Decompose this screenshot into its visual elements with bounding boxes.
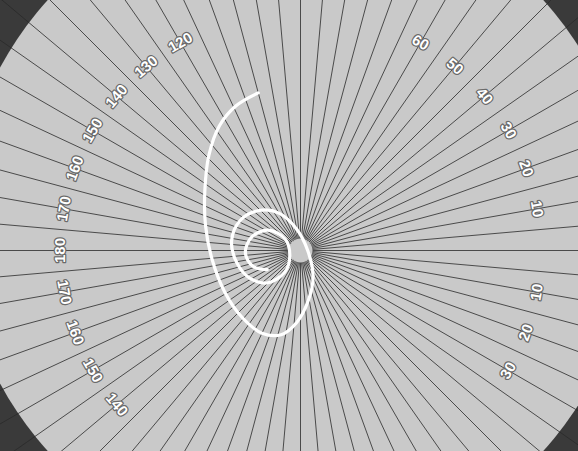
svg-text:140: 140 [102, 81, 131, 111]
svg-text:180: 180 [51, 238, 68, 263]
svg-text:20: 20 [515, 322, 537, 343]
svg-text:140: 140 [103, 389, 132, 419]
svg-text:130: 130 [131, 52, 161, 81]
svg-text:160: 160 [63, 318, 88, 347]
svg-text:20: 20 [516, 157, 538, 178]
svg-text:160: 160 [62, 154, 87, 183]
svg-text:50: 50 [443, 54, 467, 78]
svg-text:150: 150 [78, 115, 105, 145]
svg-text:170: 170 [54, 278, 75, 306]
svg-text:40: 40 [473, 84, 497, 108]
svg-text:10: 10 [528, 199, 548, 218]
svg-text:150: 150 [80, 355, 107, 385]
svg-text:60: 60 [409, 31, 432, 54]
svg-text:30: 30 [497, 119, 520, 142]
svg-text:30: 30 [496, 359, 519, 382]
svg-text:170: 170 [53, 195, 74, 223]
svg-text:10: 10 [526, 282, 546, 301]
svg-text:120: 120 [165, 28, 195, 55]
